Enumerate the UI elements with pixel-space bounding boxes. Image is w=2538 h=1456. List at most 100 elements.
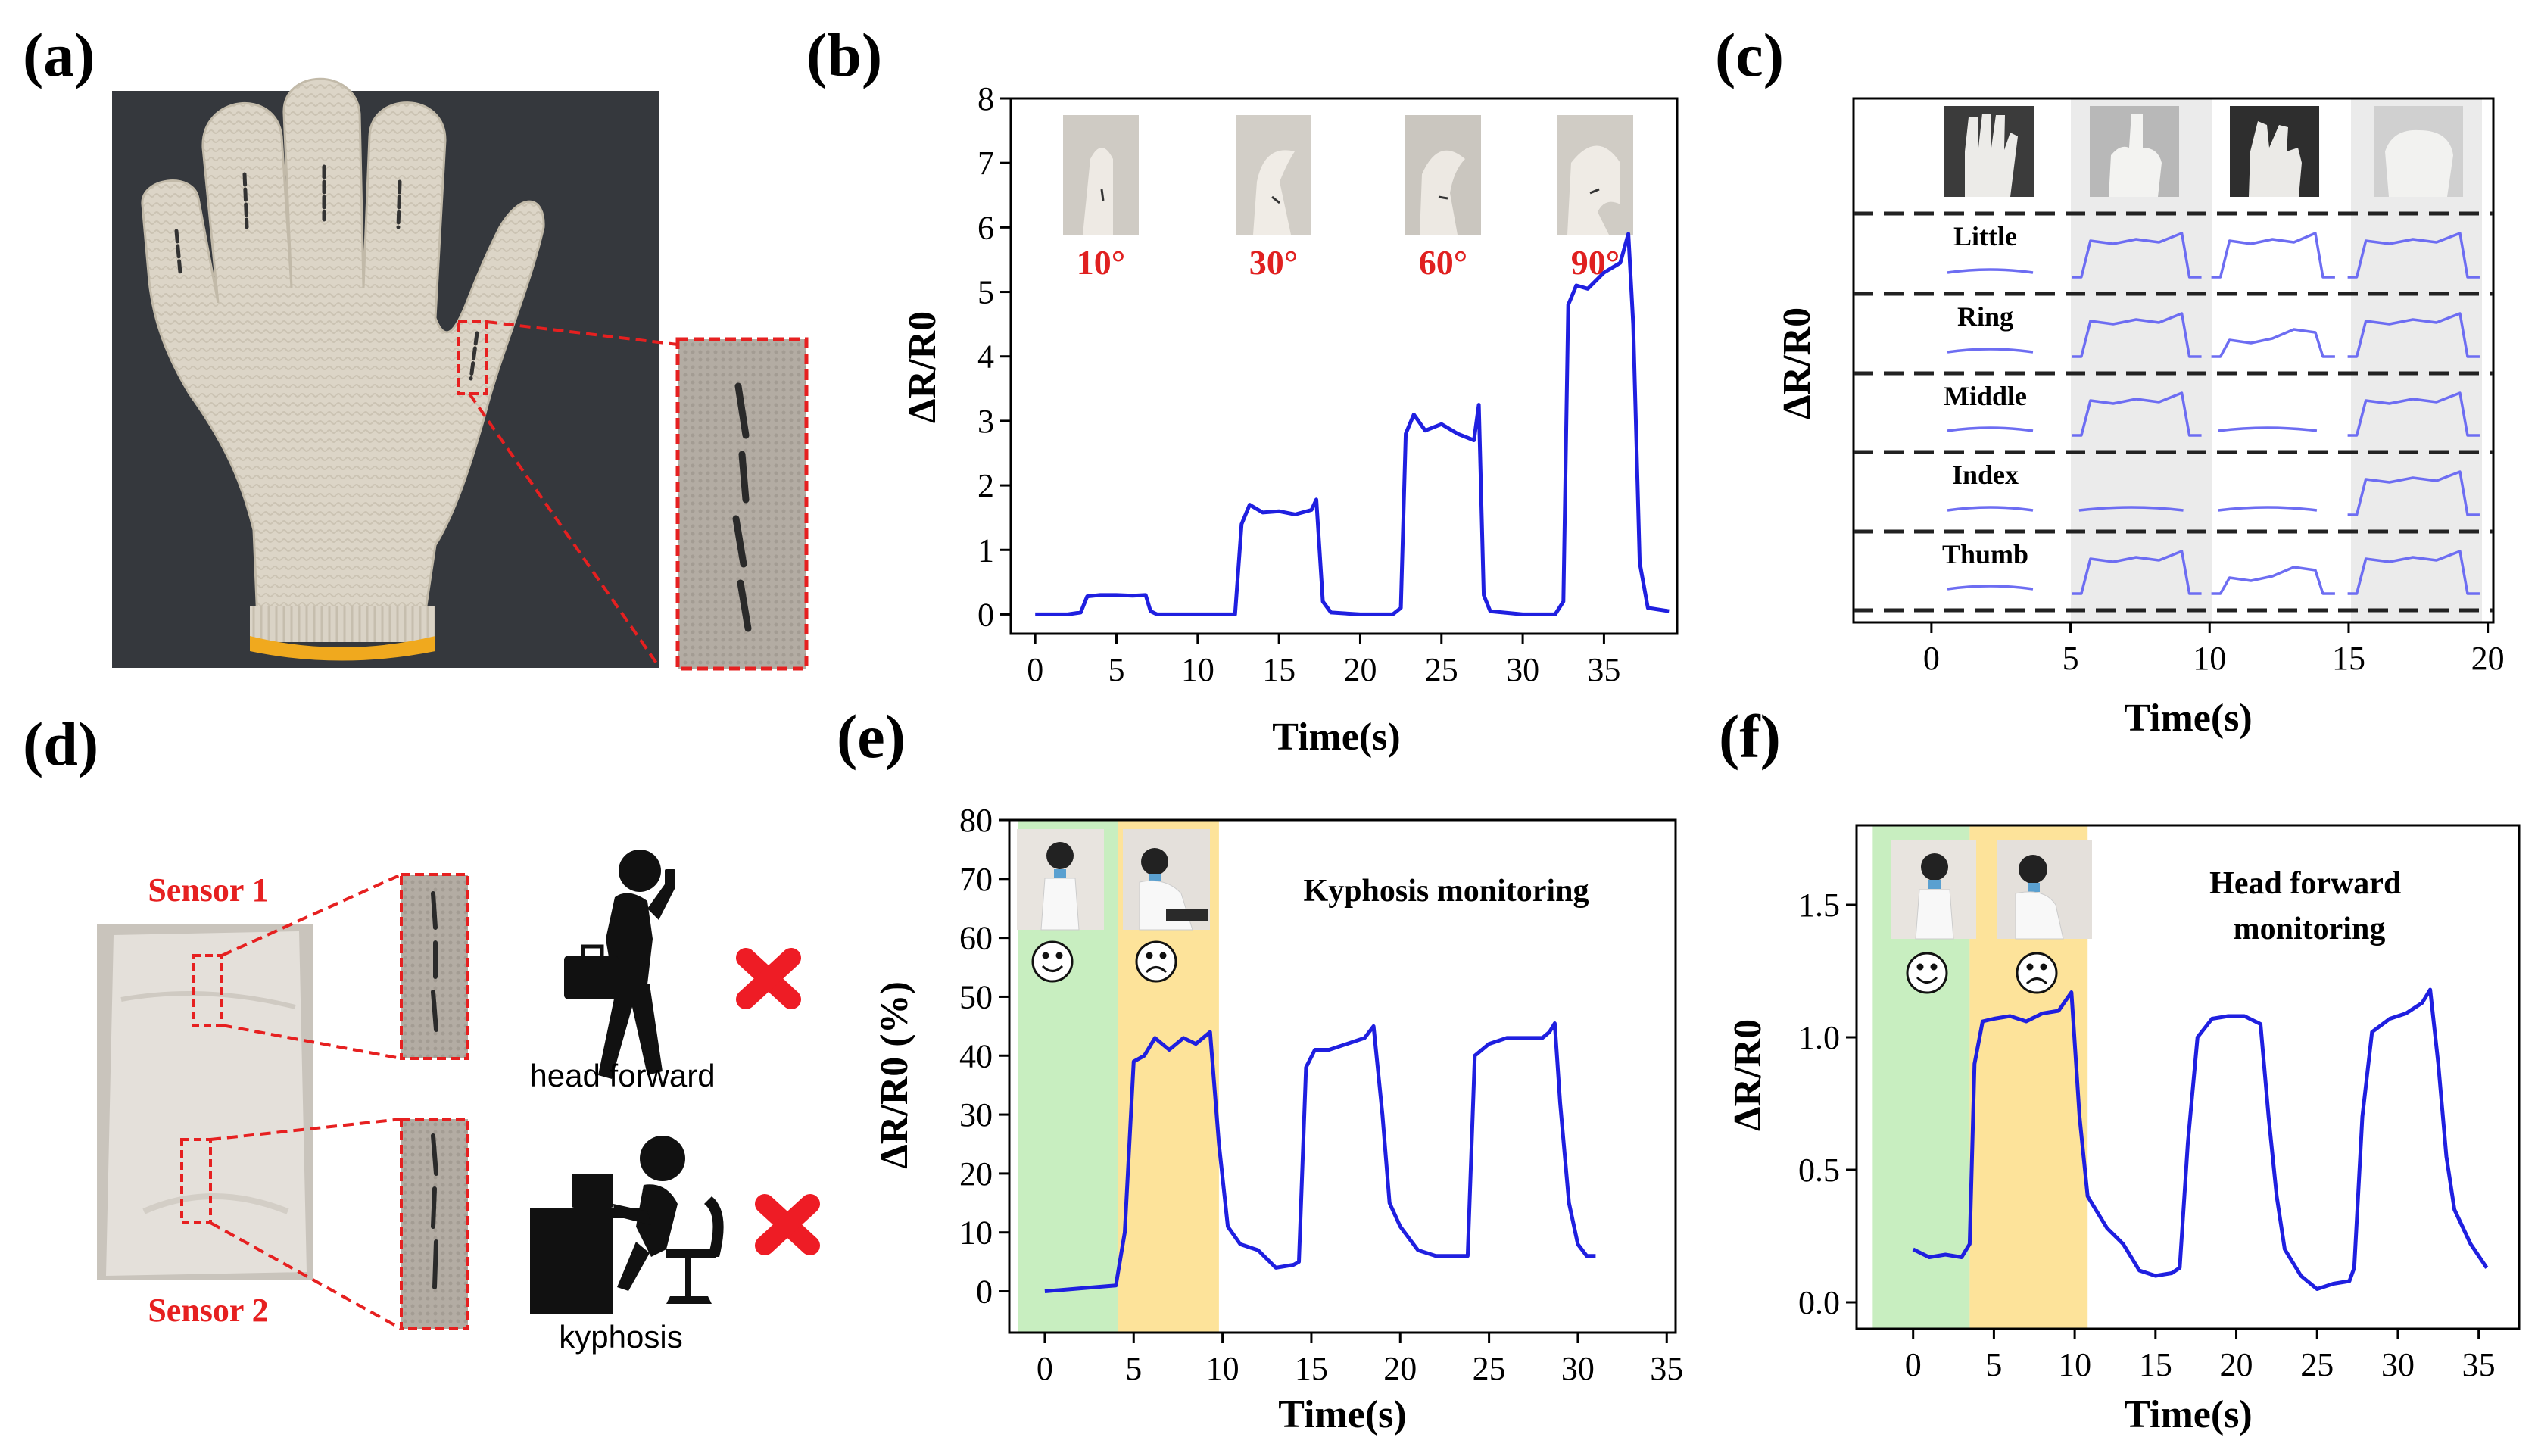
x-tick-label: 5 — [1108, 651, 1125, 688]
x-tick-label: 10 — [1181, 651, 1214, 688]
panel-label-c: (c) — [1715, 20, 1784, 89]
x-tick-label: 15 — [2332, 640, 2365, 677]
y-tick-label: 4 — [977, 338, 994, 376]
x-tick-label: 5 — [1125, 1350, 1142, 1387]
chart-c: Little Ring Middle Index Thumb 0 5 10 15 20 Time… — [1776, 97, 2505, 740]
angle-label-10: 10° — [1077, 243, 1125, 282]
channel-signal — [2072, 312, 2202, 358]
shirt-photo — [97, 924, 313, 1280]
channel-label: Ring — [1957, 301, 2013, 332]
channel-signal — [2078, 506, 2184, 512]
channel-signal — [2211, 328, 2335, 358]
x-tick-label: 15 — [1295, 1350, 1328, 1387]
x-tick-label: 25 — [1425, 651, 1458, 688]
chart-e: Kyphosis monitoring 0 5 10 15 20 25 30 35 0 10 20 3… — [873, 802, 1683, 1436]
finger-bend-photo-90 — [1557, 115, 1633, 235]
chart-f-xlabel: Time(s) — [2124, 1393, 2252, 1436]
channel-signal — [2072, 232, 2202, 279]
chart-c-channels: Little Ring Middle Index Thumb — [1854, 211, 2493, 613]
x-tick-label: 0 — [1037, 1350, 1053, 1387]
chart-b: 0 5 10 15 20 25 30 35 0 1 2 3 4 5 6 7 8 Time(s) ΔR/R0 — [901, 80, 1679, 759]
channel-signal — [1947, 426, 2034, 432]
x-tick-label: 20 — [1383, 1350, 1417, 1387]
panel-label-e: (e) — [837, 702, 906, 771]
y-tick-label: 7 — [977, 145, 994, 182]
chart-c-frame — [1852, 97, 2495, 624]
channel-signal — [2347, 232, 2480, 279]
x-tick-label: 10 — [1206, 1350, 1239, 1387]
chart-b-ticks: 0 5 10 15 20 25 30 35 0 1 2 3 4 5 6 7 8 — [977, 80, 1620, 688]
y-tick-label: 8 — [977, 80, 994, 117]
channel-label: Middle — [1944, 381, 2027, 411]
chart-f-title: Head forward monitoring — [2209, 866, 2409, 946]
glove-zoom-marker — [457, 320, 488, 395]
channel-signal — [1947, 348, 2034, 354]
chart-b-ylabel: ΔR/R0 — [901, 311, 944, 423]
chart-e-xlabel: Time(s) — [1278, 1393, 1406, 1436]
x-tick-label: 10 — [2193, 640, 2226, 677]
channel-signal — [1947, 585, 2034, 591]
chart-f-frame — [1855, 824, 2521, 1330]
chart-b-xlabel: Time(s) — [1272, 716, 1400, 759]
hand-photo-index-up — [2090, 106, 2179, 197]
shirt-panel: Sensor 1 Sen — [97, 850, 820, 1355]
glove-photo — [112, 77, 809, 671]
x-tick-label: 30 — [1561, 1350, 1595, 1387]
channel-signal — [2211, 566, 2335, 595]
y-tick-label: 60 — [959, 920, 993, 957]
x-tick-label: 15 — [2139, 1346, 2172, 1383]
chart-c-ticks: 0 5 10 15 20 — [1923, 622, 2505, 677]
y-tick-label: 0 — [976, 1274, 993, 1311]
x-tick-label: 35 — [2462, 1346, 2496, 1383]
channel-signal — [2347, 470, 2480, 516]
smile-face-icon — [1031, 940, 1074, 983]
sitting-at-desk-icon — [530, 1136, 724, 1314]
hand-photo-three — [2230, 106, 2319, 197]
x-tick-label: 0 — [1027, 651, 1043, 688]
channel-label: Thumb — [1942, 539, 2028, 569]
y-tick-label: 30 — [959, 1096, 993, 1133]
x-tick-label: 25 — [1473, 1350, 1506, 1387]
channel-signal — [2211, 232, 2335, 279]
y-tick-label: 5 — [977, 274, 994, 311]
chart-e-frame — [1008, 818, 1677, 1334]
finger-bend-photo-30 — [1236, 115, 1311, 235]
x-tick-label: 20 — [2220, 1346, 2253, 1383]
y-tick-label: 0.5 — [1798, 1152, 1840, 1189]
channel-label: Index — [1952, 460, 2019, 490]
chart-f-photos — [1891, 840, 2092, 940]
finger-bend-photo-60 — [1405, 115, 1481, 235]
frown-face-icon-f — [2016, 952, 2058, 994]
chart-c-ylabel: ΔR/R0 — [1776, 307, 1819, 419]
chart-f-ylabel: ΔR/R0 — [1726, 1019, 1769, 1131]
x-tick-label: 10 — [2058, 1346, 2091, 1383]
chart-e-photos — [1017, 829, 1210, 931]
channel-signal — [2218, 506, 2318, 512]
chart-e-series — [1044, 1021, 1596, 1293]
angle-label-30: 30° — [1249, 243, 1298, 282]
panel-label-a: (a) — [23, 20, 95, 89]
chart-b-frame — [1009, 97, 1679, 635]
channel-label: Little — [1953, 221, 2017, 251]
sensor-1-zoom — [400, 873, 469, 1060]
y-tick-label: 6 — [977, 209, 994, 246]
x-tick-label: 25 — [2300, 1346, 2334, 1383]
channel-signal — [2347, 312, 2480, 358]
y-tick-label: 1 — [977, 532, 994, 569]
chart-c-xlabel: Time(s) — [2124, 697, 2252, 740]
channel-signal — [2218, 426, 2318, 432]
cross-icon-head-forward — [736, 948, 801, 1009]
finger-bend-photo-10 — [1063, 115, 1139, 235]
glove-sensor-lines — [174, 164, 479, 381]
sensor-1-label: Sensor 1 — [148, 871, 268, 909]
glove-shape — [141, 77, 545, 622]
hand-photo-open — [1944, 106, 2034, 197]
hand-photo-fist — [2374, 106, 2463, 197]
y-tick-label: 2 — [977, 467, 994, 504]
x-tick-label: 15 — [1262, 651, 1296, 688]
hand-gesture-photos — [1944, 106, 2463, 197]
x-tick-label: 30 — [2381, 1346, 2415, 1383]
chart-f-series — [1912, 987, 2489, 1291]
x-tick-label: 0 — [1923, 640, 1940, 677]
